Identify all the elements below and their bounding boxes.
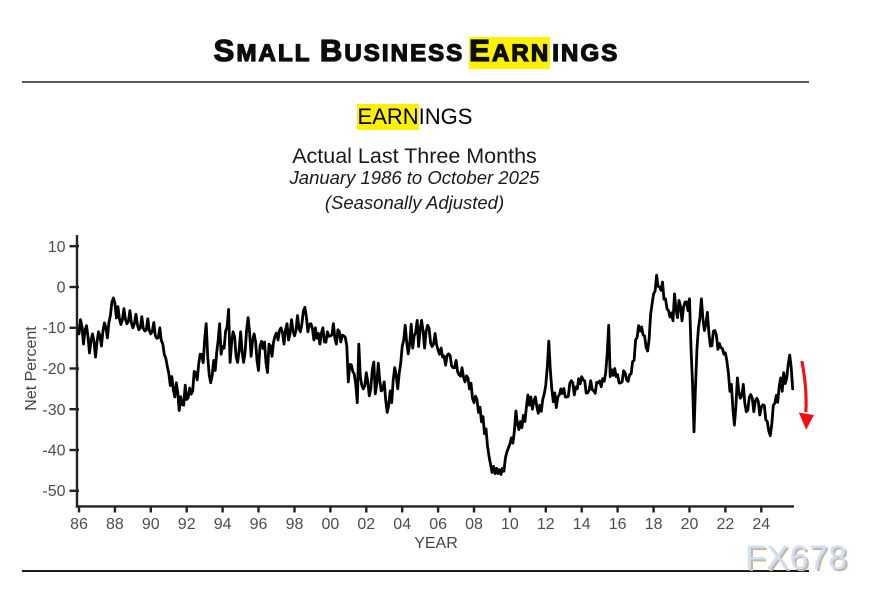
- svg-text:18: 18: [645, 516, 663, 533]
- svg-text:20: 20: [681, 516, 699, 533]
- svg-text:86: 86: [70, 516, 88, 533]
- svg-text:08: 08: [465, 516, 483, 533]
- svg-text:Net Percent: Net Percent: [23, 326, 40, 411]
- svg-text:16: 16: [609, 516, 627, 533]
- svg-text:-40: -40: [42, 443, 65, 460]
- svg-text:96: 96: [250, 516, 268, 533]
- svg-text:12: 12: [537, 516, 555, 533]
- svg-text:22: 22: [717, 516, 735, 533]
- svg-text:92: 92: [178, 516, 196, 533]
- svg-text:90: 90: [142, 516, 160, 533]
- svg-text:24: 24: [752, 516, 770, 533]
- svg-text:-30: -30: [42, 402, 65, 419]
- svg-text:98: 98: [286, 516, 304, 533]
- svg-text:06: 06: [429, 516, 447, 533]
- svg-text:14: 14: [573, 516, 591, 533]
- svg-text:-50: -50: [42, 483, 65, 500]
- svg-text:00: 00: [322, 516, 340, 533]
- svg-text:-20: -20: [42, 361, 65, 378]
- svg-text:0: 0: [57, 280, 66, 297]
- svg-text:04: 04: [393, 516, 411, 533]
- svg-text:88: 88: [106, 516, 124, 533]
- svg-text:94: 94: [214, 516, 232, 533]
- svg-text:YEAR: YEAR: [414, 535, 458, 552]
- svg-text:02: 02: [357, 516, 375, 533]
- svg-text:10: 10: [48, 239, 66, 256]
- svg-text:-10: -10: [42, 320, 65, 337]
- svg-text:10: 10: [501, 516, 519, 533]
